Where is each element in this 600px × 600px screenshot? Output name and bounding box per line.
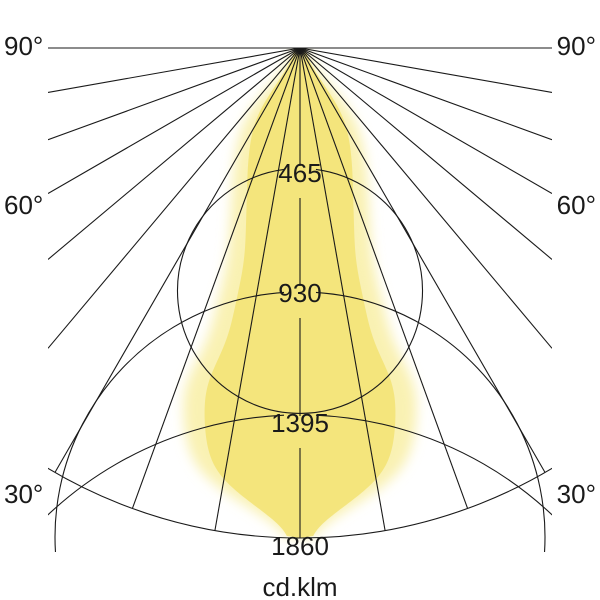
svg-text:cd.klm: cd.klm — [262, 572, 337, 600]
svg-text:90°: 90° — [4, 31, 43, 61]
svg-text:1860: 1860 — [271, 531, 329, 561]
svg-text:90°: 90° — [557, 31, 596, 61]
svg-text:1395: 1395 — [271, 408, 329, 438]
svg-text:60°: 60° — [557, 190, 596, 220]
svg-text:30°: 30° — [4, 479, 43, 509]
svg-text:30°: 30° — [557, 479, 596, 509]
svg-text:465: 465 — [278, 158, 321, 188]
svg-text:60°: 60° — [4, 190, 43, 220]
svg-text:930: 930 — [278, 278, 321, 308]
